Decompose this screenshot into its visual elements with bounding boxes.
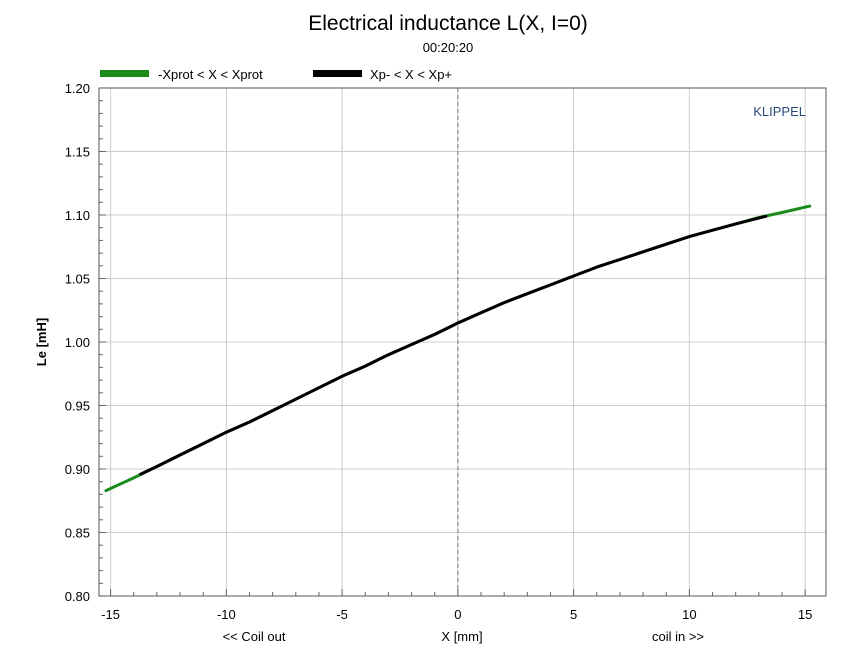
y-tick-label: 1.05	[65, 272, 90, 287]
x-tick-label: 15	[798, 607, 812, 622]
chart-subtitle: 00:20:20	[423, 40, 474, 55]
y-tick-label: 0.85	[65, 526, 90, 541]
x-axis-label: X [mm]	[441, 629, 482, 644]
legend-swatch-series-1	[100, 70, 149, 77]
legend-swatch-series-2	[313, 70, 362, 77]
legend-label-series-2: Xp- < X < Xp+	[370, 67, 452, 82]
y-tick-label: 1.15	[65, 145, 90, 160]
y-tick-label: 0.80	[65, 589, 90, 604]
x-tick-label: 5	[570, 607, 577, 622]
y-axis-label: Le [mH]	[34, 318, 49, 366]
chart-title: Electrical inductance L(X, I=0)	[308, 12, 588, 35]
series-layer	[104, 204, 812, 493]
x-axis-label-right: coil in >>	[652, 629, 704, 644]
y-tick-label: 0.90	[65, 462, 90, 477]
y-tick-label: 1.00	[65, 335, 90, 350]
series-line-2	[139, 214, 768, 476]
legend-label-series-1: -Xprot < X < Xprot	[158, 67, 263, 82]
y-tick-label: 1.10	[65, 208, 90, 223]
y-tick-labels: 0.80 0.85 0.90 0.95 1.00 1.05 1.10 1.15 1.20	[65, 81, 90, 604]
x-tick-label: -10	[217, 607, 236, 622]
legend: -Xprot < X < Xprot Xp- < X < Xp+	[100, 67, 452, 82]
x-tick-labels: -15 -10 -5 0 5 10 15	[101, 607, 812, 622]
x-axis-label-left: << Coil out	[223, 629, 286, 644]
y-tick-label: 0.95	[65, 399, 90, 414]
x-tick-label: 0	[454, 607, 461, 622]
y-tick-label: 1.20	[65, 81, 90, 96]
x-tick-label: -15	[101, 607, 120, 622]
plot-frame	[98, 87, 827, 597]
brand-label: KLIPPEL	[753, 104, 806, 119]
x-tick-label: 10	[682, 607, 696, 622]
x-tick-label: -5	[336, 607, 348, 622]
